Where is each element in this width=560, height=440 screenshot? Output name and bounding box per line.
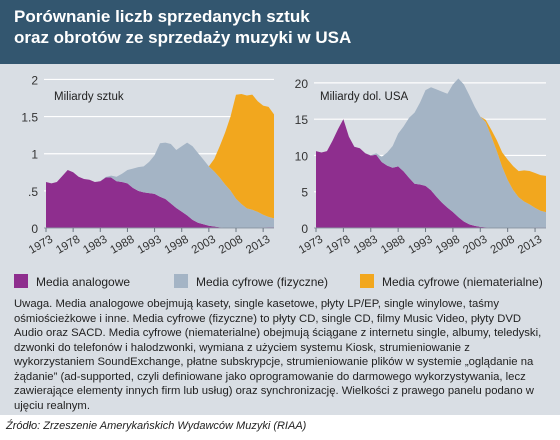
units-xtick-label: 1973 <box>27 233 55 256</box>
units-ytick-label: 1.5 <box>21 111 38 125</box>
legend-swatch-physical <box>174 274 188 288</box>
units-xtick-label: 1993 <box>136 233 164 256</box>
infographic-card: Porównanie liczb sprzedanych sztuk oraz … <box>0 0 560 415</box>
revenue-xtick-label: 2008 <box>489 233 517 256</box>
charts-area: 0.5 1 1.5 2 1973 1978 1983 1988 1993 1998 2003 2008… <box>0 64 560 264</box>
units-xtick-label: 1983 <box>81 233 109 256</box>
revenue-ytick-label: 15 <box>295 113 309 127</box>
legend: Media analogowe Media cyfrowe (fizyczne)… <box>14 272 554 292</box>
legend-label-physical: Media cyfrowe (fizyczne) <box>196 275 329 289</box>
units-unit-label: Miliardy sztuk <box>54 91 124 103</box>
revenue-xtick-label: 1983 <box>352 233 380 256</box>
revenue-area-analog <box>316 119 546 228</box>
units-ytick-label: 0 <box>31 222 38 236</box>
units-area-analog <box>46 170 274 228</box>
revenue-ytick-label: 0 <box>301 222 308 236</box>
units-xtick-label: 2013 <box>244 233 272 256</box>
revenue-ytick-label: 10 <box>295 149 309 163</box>
revenue-xtick-label: 1993 <box>406 233 434 256</box>
revenue-xtick-label: 1988 <box>379 233 407 256</box>
title-line-1: Porównanie liczb sprzedanych sztuk <box>14 7 310 26</box>
revenue-chart: 0 5 10 15 20 1973 1978 1983 1988 1993 1998 2003 2008… <box>295 77 546 257</box>
header: Porównanie liczb sprzedanych sztuk oraz … <box>0 0 560 64</box>
revenue-xtick-label: 1973 <box>297 233 325 256</box>
units-xtick-label: 1988 <box>108 233 136 256</box>
units-area-digital <box>46 94 274 219</box>
revenue-ytick-label: 20 <box>295 77 309 91</box>
chart-title: Porównanie liczb sprzedanych sztuk oraz … <box>14 6 351 48</box>
units-xtick-label: 1998 <box>163 233 191 256</box>
units-ytick-label: 1 <box>31 148 38 162</box>
revenue-xtick-label: 2003 <box>461 233 489 256</box>
revenue-area-digital <box>316 78 546 213</box>
revenue-area-physical <box>316 78 546 228</box>
revenue-xtick-label: 2013 <box>516 233 544 256</box>
legend-label-digital: Media cyfrowe (niematerialne) <box>382 275 543 289</box>
legend-label-analog: Media analogowe <box>36 275 131 289</box>
revenue-xtick-label: 1998 <box>434 233 462 256</box>
title-line-2: oraz obrotów ze sprzedaży muzyki w USA <box>14 28 352 47</box>
units-chart: 0 .5 1 1.5 2 19731978198319881993199820032008… <box>21 73 274 257</box>
units-xtick-label: 2008 <box>217 233 245 256</box>
units-ytick-label: 2 <box>31 73 38 87</box>
revenue-unit-label: Miliardy dol. USA <box>320 91 409 103</box>
units-ytick-label: .5 <box>28 185 38 199</box>
legend-swatch-analog <box>14 274 28 288</box>
revenue-xtick-label: 1978 <box>324 233 352 256</box>
revenue-ytick-label: 5 <box>301 186 308 200</box>
footnote: Uwaga. Media analogowe obejmują kasety, … <box>14 298 542 412</box>
source-line: Źródło: Zrzeszenie Amerykańskich Wydawcó… <box>6 420 307 432</box>
units-xtick-label: 2003 <box>190 233 218 256</box>
legend-swatch-digital <box>360 274 374 288</box>
units-area-physical <box>46 142 274 228</box>
units-xtick-label: 1978 <box>54 233 82 256</box>
